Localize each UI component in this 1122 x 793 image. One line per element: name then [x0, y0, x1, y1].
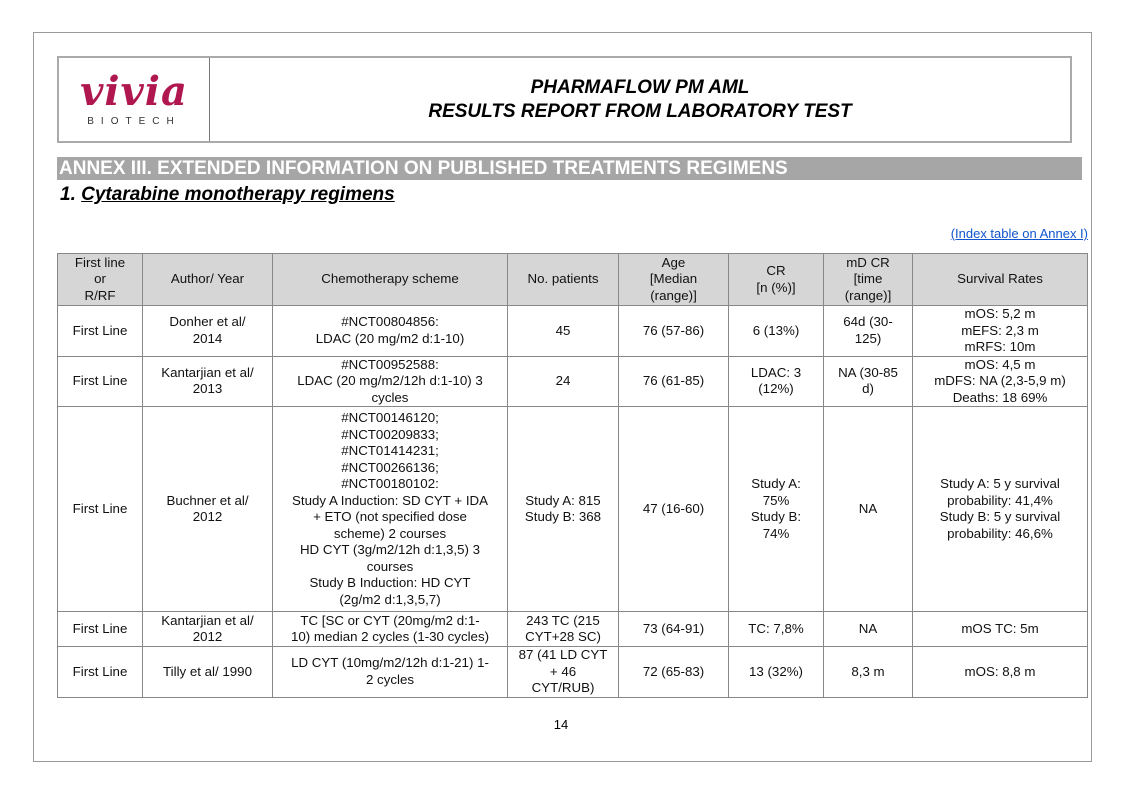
- cell-line: First Line: [57, 406, 143, 612]
- table-row: First Line Kantarjian et al/ 2012 TC [SC o…: [57, 611, 1088, 647]
- cell-cr: 13 (32%): [728, 646, 824, 698]
- cell-cr: 6 (13%): [728, 305, 824, 357]
- cell-patients: 24: [507, 355, 619, 407]
- table-row: First Line Kantarjian et al/ 2013 #NCT0095…: [57, 355, 1088, 407]
- cell-cr: TC: 7,8%: [728, 611, 824, 647]
- regimens-table: First line or R/RF Author/ Year Chemothera…: [57, 253, 1088, 698]
- cell-patients: 243 TC (215 CYT+28 SC): [507, 611, 619, 647]
- cell-patients: Study A: 815 Study B: 368: [507, 406, 619, 612]
- page-number: 14: [553, 717, 569, 732]
- cell-line: First Line: [57, 611, 143, 647]
- cell-age: 76 (61-85): [618, 355, 729, 407]
- cell-age: 73 (64-91): [618, 611, 729, 647]
- cell-line: First Line: [57, 646, 143, 698]
- table-row: First Line Tilly et al/ 1990 LD CYT (10mg/…: [57, 646, 1088, 698]
- cell-survival: mOS: 4,5 m mDFS: NA (2,3-5,9 m) Deaths: …: [912, 355, 1088, 407]
- vivia-biotech-logo: vivia BIOTECH: [59, 58, 210, 141]
- index-table-link[interactable]: (Index table on Annex I): [950, 226, 1088, 241]
- cell-chemo-scheme: #NCT00952588: LDAC (20 mg/m2/12h d:1-10)…: [272, 355, 508, 407]
- header-line: First line or R/RF: [57, 253, 143, 306]
- cell-survival: mOS: 8,8 m: [912, 646, 1088, 698]
- cell-line: First Line: [57, 305, 143, 357]
- header-md-cr: mD CR [time (range)]: [823, 253, 913, 306]
- header-patients: No. patients: [507, 253, 619, 306]
- section-number: 1.: [60, 184, 76, 205]
- cell-chemo-scheme: LD CYT (10mg/m2/12h d:1-21) 1- 2 cycles: [272, 646, 508, 698]
- title-line-2: RESULTS REPORT FROM LABORATORY TEST: [428, 100, 852, 122]
- cell-survival: mOS: 5,2 m mEFS: 2,3 m mRFS: 10m: [912, 305, 1088, 357]
- header-survival: Survival Rates: [912, 253, 1088, 306]
- page-frame: [33, 32, 1092, 762]
- header-cr: CR [n (%)]: [728, 253, 824, 306]
- cell-cr: LDAC: 3 (12%): [728, 355, 824, 407]
- logo-wordmark: vivia: [80, 68, 188, 115]
- cell-patients: 87 (41 LD CYT + 46 CYT/RUB): [507, 646, 619, 698]
- cell-age: 76 (57-86): [618, 305, 729, 357]
- cell-cr: Study A: 75% Study B: 74%: [728, 406, 824, 612]
- cell-md-cr: 8,3 m: [823, 646, 913, 698]
- cell-md-cr: 64d (30- 125): [823, 305, 913, 357]
- header-age: Age [Median (range)]: [618, 253, 729, 306]
- cell-age: 72 (65-83): [618, 646, 729, 698]
- cell-author-year: Buchner et al/ 2012: [142, 406, 273, 612]
- header-author-year: Author/ Year: [142, 253, 273, 306]
- cell-chemo-scheme: #NCT00146120; #NCT00209833; #NCT01414231…: [272, 406, 508, 612]
- logo-subtitle: BIOTECH: [87, 116, 181, 127]
- table-row: First Line Donher et al/ 2014 #NCT00804856…: [57, 305, 1088, 357]
- cell-line: First Line: [57, 355, 143, 407]
- title-line-1: PHARMAFLOW PM AML: [530, 76, 750, 98]
- cell-chemo-scheme: TC [SC or CYT (20mg/m2 d:1- 10) median 2…: [272, 611, 508, 647]
- table-row: First Line Buchner et al/ 2012 #NCT0014612…: [57, 406, 1088, 612]
- cell-author-year: Kantarjian et al/ 2012: [142, 611, 273, 647]
- cell-author-year: Tilly et al/ 1990: [142, 646, 273, 698]
- section-title: Cytarabine monotherapy regimens: [81, 184, 395, 205]
- report-title: PHARMAFLOW PM AML RESULTS REPORT FROM LA…: [210, 58, 1070, 141]
- report-header: vivia BIOTECH PHARMAFLOW PM AML RESULTS …: [57, 56, 1072, 143]
- cell-author-year: Kantarjian et al/ 2013: [142, 355, 273, 407]
- cell-author-year: Donher et al/ 2014: [142, 305, 273, 357]
- cell-age: 47 (16-60): [618, 406, 729, 612]
- cell-patients: 45: [507, 305, 619, 357]
- table-header-row: First line or R/RF Author/ Year Chemothera…: [57, 253, 1088, 306]
- cell-survival: mOS TC: 5m: [912, 611, 1088, 647]
- cell-survival: Study A: 5 y survival probability: 41,4%…: [912, 406, 1088, 612]
- cell-md-cr: NA: [823, 406, 913, 612]
- section-heading: 1. Cytarabine monotherapy regimens: [60, 184, 395, 206]
- cell-chemo-scheme: #NCT00804856: LDAC (20 mg/m2 d:1-10): [272, 305, 508, 357]
- cell-md-cr: NA (30-85 d): [823, 355, 913, 407]
- header-chemo-scheme: Chemotherapy scheme: [272, 253, 508, 306]
- annex-heading: ANNEX III. EXTENDED INFORMATION ON PUBLI…: [57, 157, 1082, 180]
- cell-md-cr: NA: [823, 611, 913, 647]
